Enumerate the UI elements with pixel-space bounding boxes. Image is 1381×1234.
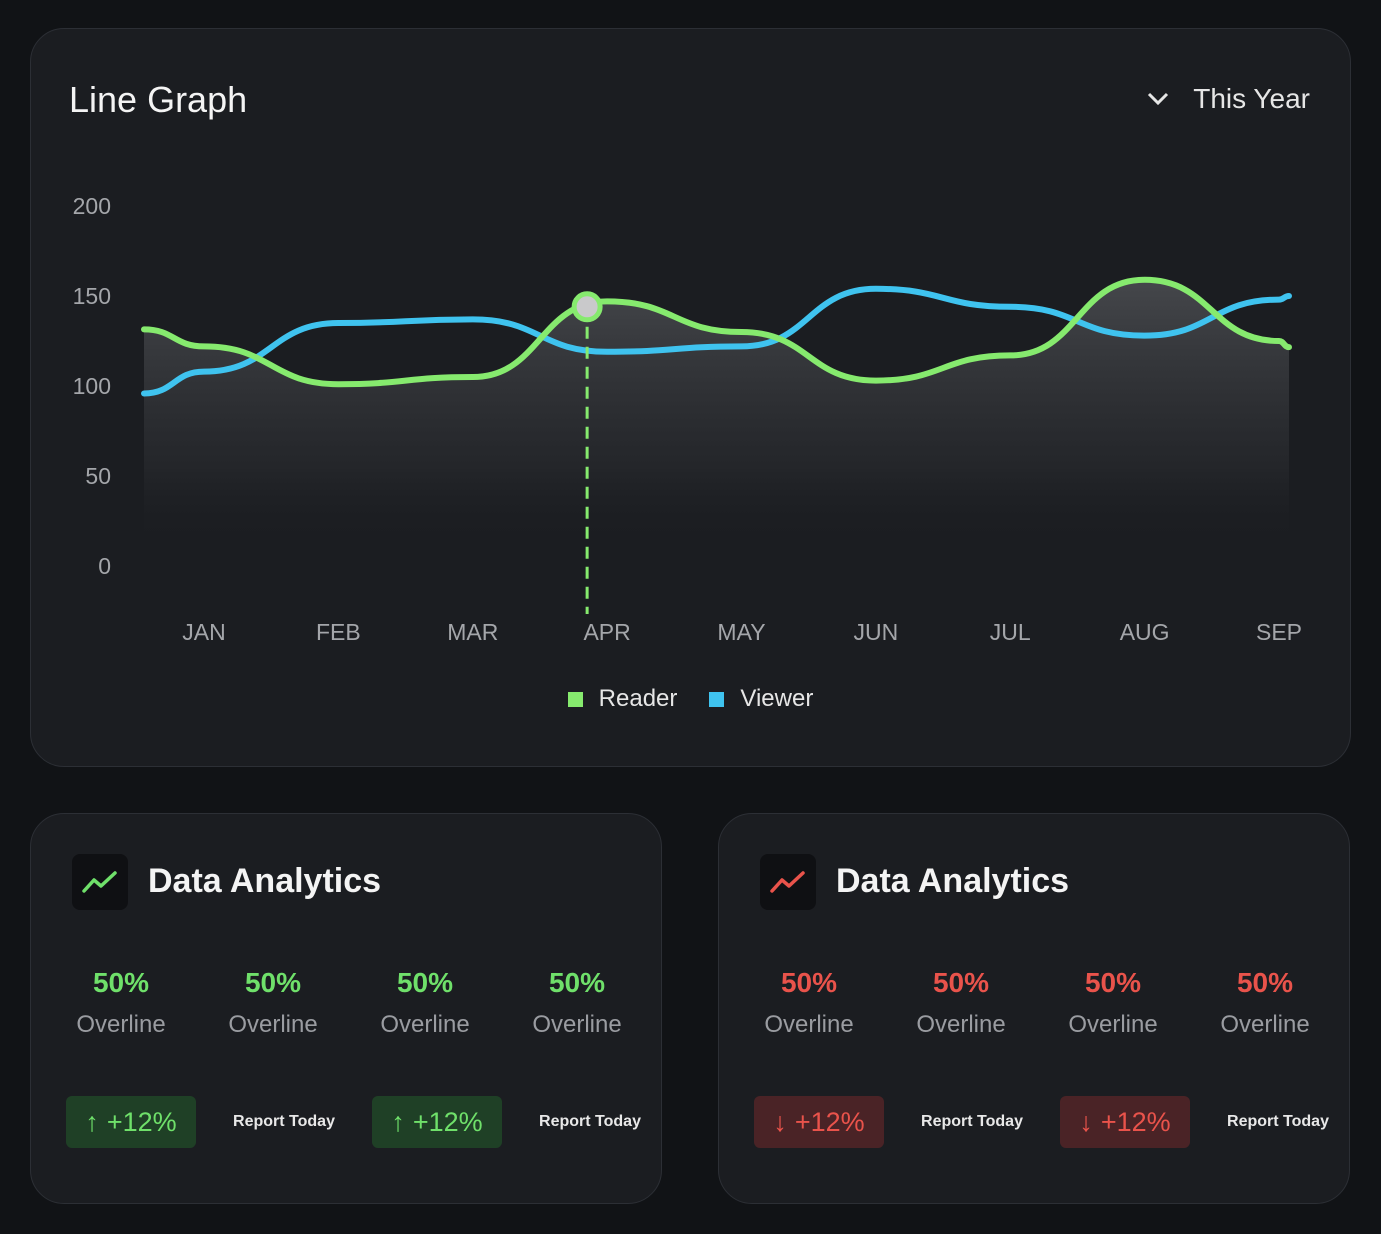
reader-area bbox=[144, 279, 1289, 546]
stat-item: 50% Overline bbox=[45, 967, 197, 1039]
change-value: +12% bbox=[106, 1106, 177, 1137]
period-dropdown[interactable]: This Year bbox=[1147, 83, 1310, 115]
analytics-card-negative: Data Analytics 50% Overline 50% Overline 50% O… bbox=[718, 813, 1350, 1204]
report-today-label: Report Today bbox=[921, 1113, 1023, 1130]
stat-label: Overline bbox=[1220, 1011, 1310, 1038]
stat-value: 50% bbox=[780, 967, 838, 998]
change-badge: ↑ +12% bbox=[66, 1096, 196, 1148]
stat-item: 50% Overline bbox=[1189, 967, 1341, 1039]
reader-swatch bbox=[567, 691, 583, 707]
stat-item: 50% Overline bbox=[349, 967, 501, 1039]
y-tick-label: 0 bbox=[98, 553, 111, 579]
x-tick-label: SEP bbox=[1256, 619, 1302, 645]
x-tick-label: JUL bbox=[990, 619, 1031, 645]
chart-legend: Reader Viewer bbox=[31, 685, 1350, 713]
stat-label: Overline bbox=[532, 1011, 622, 1038]
highlight-point bbox=[571, 291, 603, 323]
report-today-label: Report Today bbox=[233, 1113, 335, 1130]
change-value: +12% bbox=[412, 1106, 483, 1137]
y-tick-label: 50 bbox=[85, 463, 111, 489]
stat-label: Overline bbox=[228, 1011, 318, 1038]
line-chart: 0 50 100 150 200 JAN FEB MAR APR MAY JUN JUL AUG SEP bbox=[73, 193, 1302, 645]
stat-item: 50% Overline bbox=[501, 967, 653, 1039]
series-line-viewer bbox=[141, 285, 1292, 397]
trend-up-icon bbox=[72, 854, 128, 910]
x-tick-label: AUG bbox=[1120, 619, 1170, 645]
stat-label: Overline bbox=[1068, 1011, 1158, 1038]
x-tick-label: JUN bbox=[854, 619, 899, 645]
stat-value: 50% bbox=[1236, 967, 1294, 998]
legend-viewer[interactable]: Viewer bbox=[709, 685, 813, 713]
stat-item: 50% Overline bbox=[885, 967, 1037, 1039]
x-tick-label: FEB bbox=[316, 619, 361, 645]
legend-label: Reader bbox=[598, 685, 678, 712]
stat-label: Overline bbox=[76, 1011, 166, 1038]
stat-item: 50% Overline bbox=[733, 967, 885, 1039]
report-today-label: Report Today bbox=[1227, 1113, 1329, 1130]
x-tick-label: APR bbox=[583, 619, 630, 645]
arrow-up-icon: ↑ bbox=[391, 1106, 405, 1137]
chart-title: Line Graph bbox=[69, 79, 248, 120]
stat-value: 50% bbox=[92, 967, 150, 998]
y-tick-label: 200 bbox=[73, 193, 111, 219]
stat-label: Overline bbox=[764, 1011, 854, 1038]
change-badge: ↑ +12% bbox=[372, 1096, 502, 1148]
viewer-swatch bbox=[709, 691, 725, 707]
stat-value: 50% bbox=[244, 967, 302, 998]
line-graph-card: Line Graph This Year 0 50 100 150 200 JAN FEB M… bbox=[30, 28, 1351, 767]
x-tick-label: MAR bbox=[447, 619, 498, 645]
change-badge: ↓ +12% bbox=[1060, 1096, 1190, 1148]
card-title: Data Analytics bbox=[148, 862, 382, 900]
change-value: +12% bbox=[794, 1106, 865, 1137]
trend-up-icon bbox=[760, 854, 816, 910]
stat-item: 50% Overline bbox=[197, 967, 349, 1039]
card-title: Data Analytics bbox=[836, 862, 1070, 900]
series-line-reader bbox=[141, 276, 1292, 388]
analytics-card-positive: Data Analytics 50% Overline 50% Overline 50% O… bbox=[30, 813, 662, 1204]
period-label: This Year bbox=[1193, 83, 1310, 114]
legend-reader[interactable]: Reader bbox=[567, 685, 678, 713]
stat-value: 50% bbox=[396, 967, 454, 998]
stat-label: Overline bbox=[916, 1011, 1006, 1038]
change-value: +12% bbox=[1100, 1106, 1171, 1137]
stat-value: 50% bbox=[932, 967, 990, 998]
chevron-down-icon bbox=[1148, 92, 1169, 106]
y-tick-label: 100 bbox=[73, 373, 111, 399]
arrow-down-icon: ↓ bbox=[773, 1106, 787, 1137]
x-tick-label: MAY bbox=[717, 619, 765, 645]
x-tick-label: JAN bbox=[182, 619, 225, 645]
report-today-label: Report Today bbox=[539, 1113, 641, 1130]
stat-value: 50% bbox=[548, 967, 606, 998]
stat-value: 50% bbox=[1084, 967, 1142, 998]
y-tick-label: 150 bbox=[73, 283, 111, 309]
arrow-down-icon: ↓ bbox=[1079, 1106, 1093, 1137]
stat-item: 50% Overline bbox=[1037, 967, 1189, 1039]
change-badge: ↓ +12% bbox=[754, 1096, 884, 1148]
stat-label: Overline bbox=[380, 1011, 470, 1038]
legend-label: Viewer bbox=[740, 685, 814, 712]
arrow-up-icon: ↑ bbox=[85, 1106, 99, 1137]
